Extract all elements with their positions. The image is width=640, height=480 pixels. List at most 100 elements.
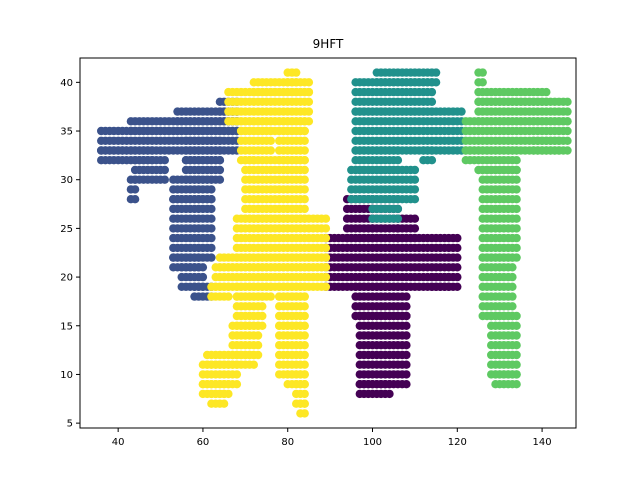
y-axis: 5 10 15 20 25 30 35 40 xyxy=(60,78,80,430)
scatter-point xyxy=(512,350,521,360)
x-axis: 40 60 80 100 120 140 xyxy=(112,428,552,448)
scatter-point xyxy=(431,68,441,77)
scatter-point xyxy=(300,370,309,379)
scatter-point xyxy=(300,321,309,330)
scatter-point xyxy=(300,399,309,408)
scatter-point xyxy=(160,156,169,165)
scatter-point xyxy=(207,224,216,233)
scatter-point xyxy=(563,107,572,116)
scatter-point xyxy=(512,321,521,330)
x-tick-label: 40 xyxy=(112,437,125,448)
scatter-point xyxy=(512,214,521,223)
scatter-point xyxy=(258,292,267,301)
scatter-point xyxy=(207,195,216,204)
series-F-points xyxy=(198,68,331,418)
scatter-point xyxy=(393,156,403,165)
scatter-point xyxy=(300,136,309,145)
scatter-point xyxy=(508,282,517,291)
scatter-point xyxy=(457,107,466,116)
scatter-point xyxy=(304,97,314,107)
scatter-point xyxy=(427,97,437,107)
scatter-point xyxy=(304,87,314,97)
chart-title: 9HFT xyxy=(313,37,344,51)
scatter-point xyxy=(512,341,521,350)
scatter-point xyxy=(207,243,216,253)
scatter-point xyxy=(215,146,225,155)
scatter-point xyxy=(478,68,487,77)
scatter-point xyxy=(512,243,521,253)
scatter-point xyxy=(554,146,564,155)
scatter-point xyxy=(215,156,225,165)
scatter-point xyxy=(207,175,216,184)
scatter-point xyxy=(393,214,403,223)
scatter-point xyxy=(453,233,462,243)
scatter-point xyxy=(512,195,521,204)
scatter-point xyxy=(321,214,331,223)
scatter-point xyxy=(508,272,517,282)
scatter-point xyxy=(402,331,411,340)
scatter-point xyxy=(512,224,521,233)
x-tick-label: 60 xyxy=(197,437,210,448)
scatter-point xyxy=(402,292,411,301)
scatter-point xyxy=(512,380,521,389)
scatter-point xyxy=(207,214,216,223)
scatter-point xyxy=(207,185,216,194)
scatter-point xyxy=(224,282,233,291)
scatter-point xyxy=(219,389,229,399)
scatter-point xyxy=(512,156,521,165)
y-tick-label: 20 xyxy=(60,273,73,284)
y-tick-label: 35 xyxy=(60,127,73,138)
scatter-point xyxy=(402,302,411,311)
scatter-point xyxy=(508,292,517,301)
scatter-point xyxy=(215,175,225,184)
scatter-point xyxy=(410,175,420,184)
scatter-point xyxy=(512,175,521,184)
scatter-point xyxy=(160,175,169,184)
scatter-point xyxy=(402,341,411,350)
scatter-point xyxy=(393,195,403,204)
scatter-point xyxy=(304,107,314,116)
scatter-point xyxy=(508,263,517,272)
scatter-point xyxy=(385,380,394,389)
scatter-point xyxy=(478,78,487,87)
scatter-point xyxy=(410,224,420,233)
scatter-point xyxy=(321,224,331,233)
scatter-point xyxy=(207,204,216,214)
scatter-point xyxy=(130,175,140,184)
scatter-point xyxy=(321,263,331,272)
scatter-point xyxy=(402,380,411,389)
series-H-points xyxy=(347,68,466,223)
y-tick-label: 30 xyxy=(60,175,73,186)
scatter-point xyxy=(258,311,267,321)
scatter-point xyxy=(300,389,309,399)
scatter-point xyxy=(512,165,521,175)
series-T-points xyxy=(461,68,572,389)
scatter-point xyxy=(300,156,309,165)
x-tick-label: 100 xyxy=(363,437,382,448)
scatter-point xyxy=(453,272,462,282)
plot-frame xyxy=(79,57,577,429)
scatter-point xyxy=(321,253,331,262)
scatter-point xyxy=(444,272,453,282)
scatter-point xyxy=(402,282,411,291)
scatter-point xyxy=(215,136,225,145)
scatter-point xyxy=(512,331,521,340)
scatter-point xyxy=(563,126,572,136)
scatter-point xyxy=(224,380,233,389)
y-tick-label: 10 xyxy=(60,370,73,381)
y-tick-label: 15 xyxy=(60,321,73,332)
scatter-point xyxy=(300,195,309,204)
scatter-point xyxy=(300,185,309,194)
scatter-point xyxy=(512,311,521,321)
scatter-point xyxy=(266,282,275,291)
scatter-point xyxy=(512,370,521,379)
scatter-point xyxy=(300,292,309,301)
scatter-point xyxy=(444,282,453,291)
scatter-point xyxy=(300,117,309,126)
scatter-point xyxy=(266,146,275,155)
y-tick-label: 5 xyxy=(67,419,73,430)
scatter-point xyxy=(147,146,157,155)
scatter-point xyxy=(249,360,258,369)
scatter-point xyxy=(512,233,521,243)
scatter-point xyxy=(300,146,309,155)
